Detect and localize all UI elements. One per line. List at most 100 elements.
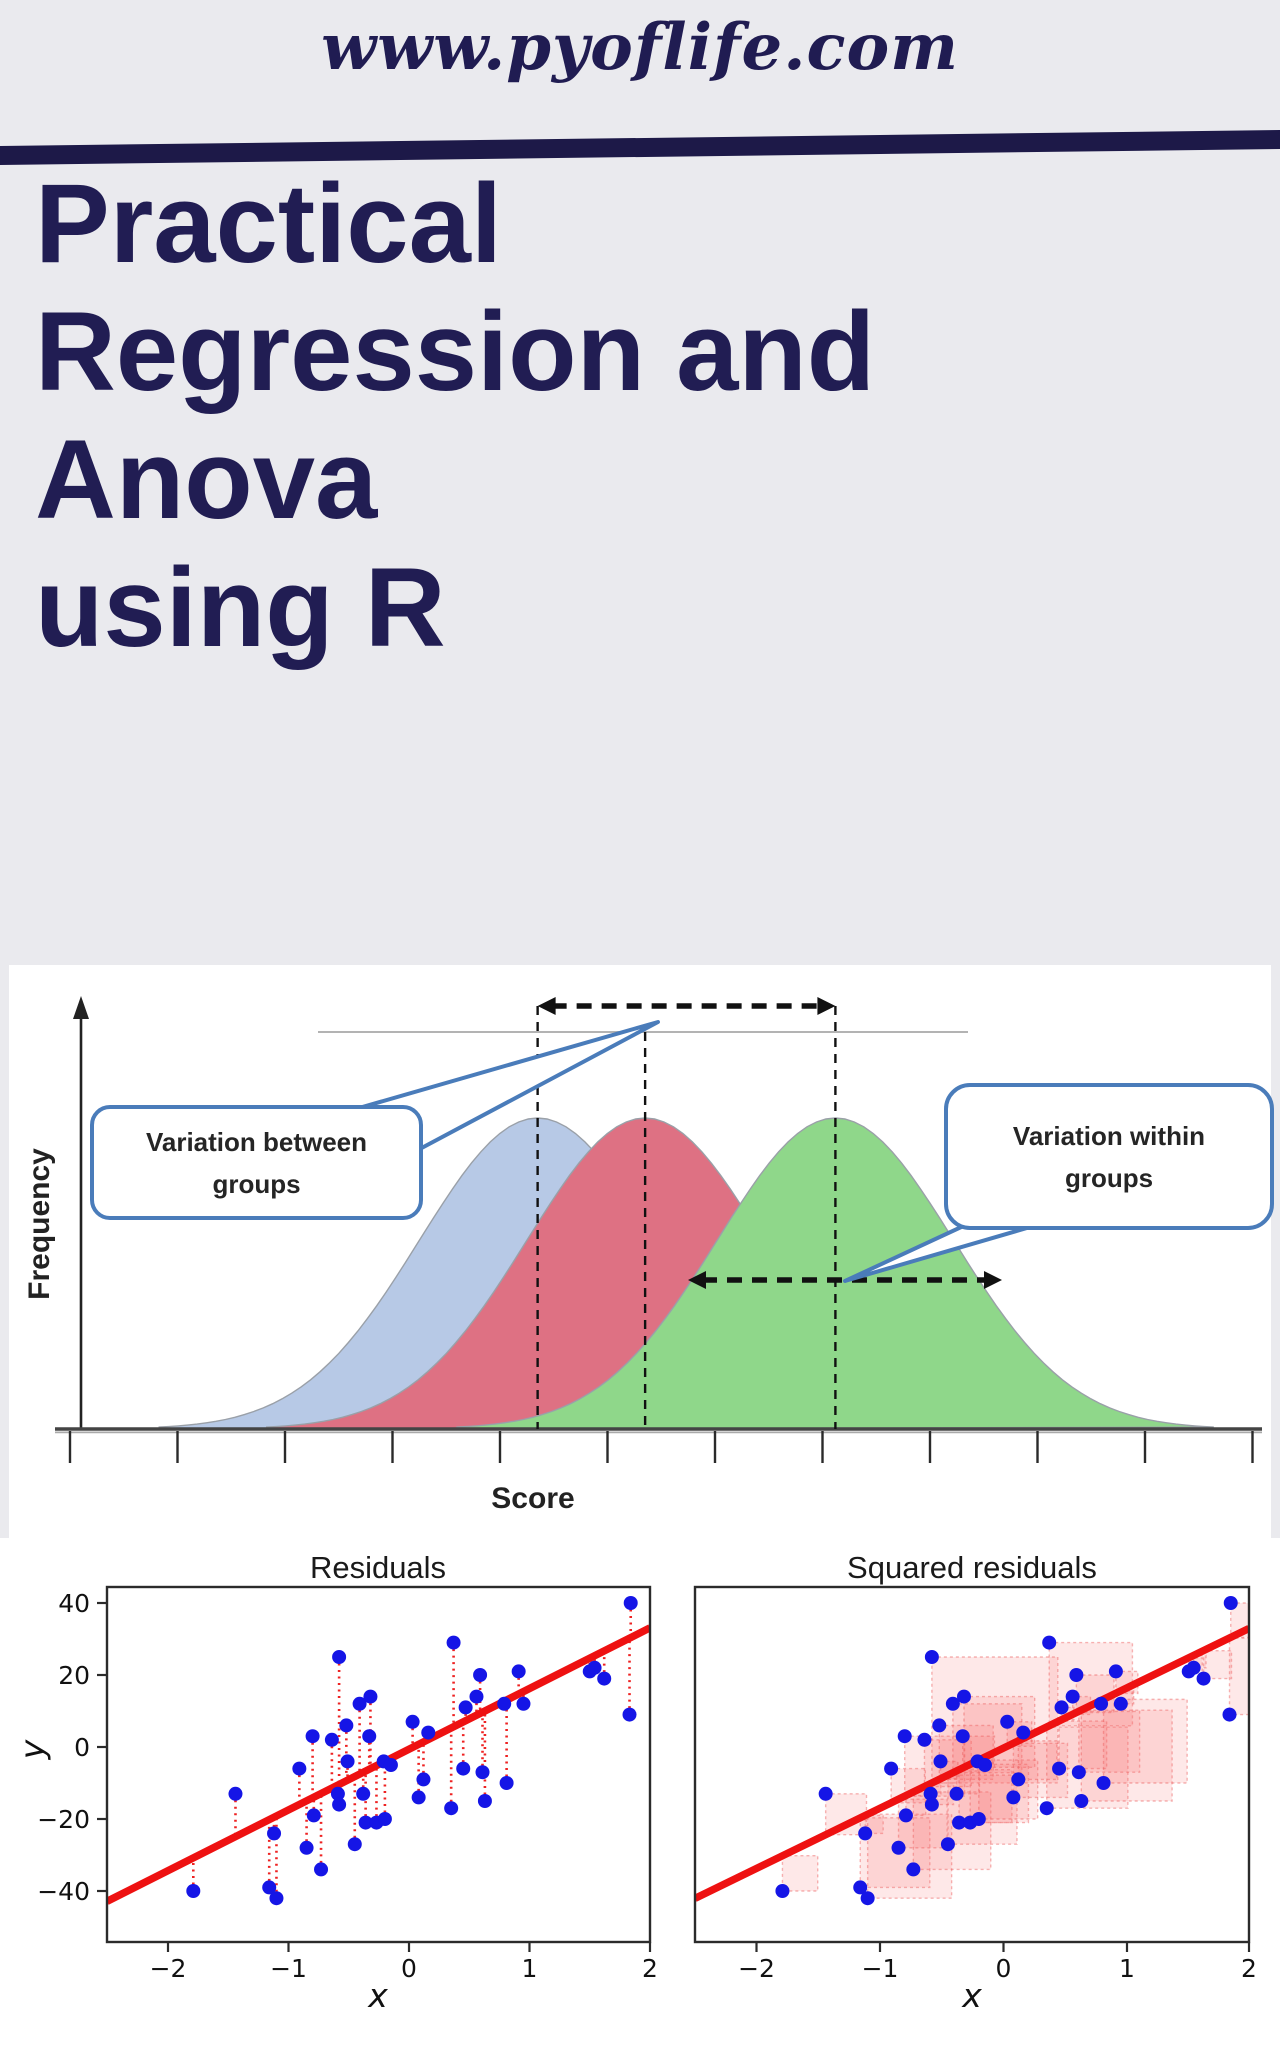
scatter-point xyxy=(1000,1714,1015,1729)
scatter-point xyxy=(444,1801,459,1816)
y-tick-label: −40 xyxy=(37,1877,90,1906)
scatter-point xyxy=(1096,1776,1111,1790)
residuals-plot-frame xyxy=(105,1585,652,1944)
residuals-plot-title: Residuals xyxy=(309,1550,447,1585)
scatter-point xyxy=(299,1840,314,1855)
scatter-point xyxy=(923,1786,938,1801)
scatter-point xyxy=(1196,1671,1211,1686)
residuals-y-axis-label: y xyxy=(12,1739,52,1760)
squared-residuals-x-axis-label: x xyxy=(962,1976,982,2015)
scatter-point xyxy=(1223,1596,1238,1610)
scatter-point xyxy=(267,1826,282,1841)
scatter-point xyxy=(269,1891,284,1906)
scatter-point xyxy=(305,1729,320,1744)
scatter-point xyxy=(1006,1790,1021,1805)
scatter-point xyxy=(475,1765,490,1780)
scatter-point xyxy=(186,1884,201,1898)
scatter-point xyxy=(339,1718,354,1733)
scatter-point xyxy=(446,1635,461,1650)
scatter-point xyxy=(1011,1772,1026,1787)
scatter-point xyxy=(377,1812,392,1826)
scatter-point xyxy=(497,1696,512,1711)
x-tick-label: 2 xyxy=(1241,1954,1257,1983)
x-tick-label: 0 xyxy=(401,1954,417,1983)
callout-variation-between-groups: Variation between groups xyxy=(90,1105,423,1220)
scatter-point xyxy=(1069,1668,1084,1682)
scatter-point xyxy=(1186,1660,1201,1675)
squared-residual-box xyxy=(781,1854,819,1892)
scatter-point xyxy=(955,1729,970,1744)
scatter-point xyxy=(330,1786,345,1801)
scatter-point xyxy=(1039,1801,1054,1816)
squared-residual-box xyxy=(1017,1740,1058,1781)
scatter-point xyxy=(1108,1664,1123,1679)
x-tick-label: 0 xyxy=(996,1954,1012,1983)
scatter-point xyxy=(971,1812,986,1826)
within-groups-arrow-left-arrowhead-icon xyxy=(688,1271,706,1289)
anova-x-axis-label: Score xyxy=(491,1482,575,1515)
scatter-point xyxy=(458,1700,473,1715)
squared-residual-box xyxy=(905,1794,927,1817)
y-tick-label: 0 xyxy=(74,1733,90,1762)
y-tick-label: 40 xyxy=(58,1589,90,1618)
scatter-point xyxy=(891,1840,906,1855)
squared-residual-box xyxy=(958,1769,1013,1824)
scatter-point xyxy=(932,1718,947,1733)
scatter-point xyxy=(292,1761,307,1776)
scatter-point xyxy=(411,1790,426,1805)
anova-figure-canvas xyxy=(55,996,1262,1463)
scatter-point xyxy=(860,1891,875,1906)
callout-text: groups xyxy=(1064,1162,1154,1193)
residuals-plot-area xyxy=(107,1596,650,1906)
scatter-point xyxy=(1071,1765,1086,1780)
scatter-point xyxy=(1016,1725,1031,1740)
scatter-point xyxy=(416,1772,431,1787)
scatter-plots-canvas: −2 −1 0 1 2 40 20 0 −20 −40 −2 −1 0 1 2 xyxy=(37,1585,1257,1983)
left-margin-strip xyxy=(0,965,9,1538)
scatter-point xyxy=(405,1714,420,1729)
title-line-2: Regression and xyxy=(35,289,876,414)
anova-y-axis-label: Frequency xyxy=(23,1148,56,1300)
scatter-point xyxy=(347,1837,362,1852)
scatter-point xyxy=(516,1696,531,1711)
title-line-1: Practical xyxy=(35,161,502,286)
scatter-point xyxy=(511,1664,526,1679)
scatter-point xyxy=(897,1729,912,1744)
scatter-point xyxy=(775,1884,790,1898)
callout-text: Variation within xyxy=(1012,1120,1206,1151)
scatter-point xyxy=(945,1696,960,1711)
scatter-point xyxy=(228,1786,243,1801)
scatter-point xyxy=(587,1660,602,1675)
scatter-point xyxy=(306,1808,321,1823)
x-tick-label: 1 xyxy=(1119,1954,1135,1983)
callout-variation-within-groups: Variation within groups xyxy=(944,1083,1274,1230)
scatter-point xyxy=(623,1596,638,1610)
anova-distributions-figure: Variation between groups Variation withi… xyxy=(0,965,1280,1540)
scatter-point xyxy=(884,1761,899,1776)
right-margin-strip xyxy=(1271,965,1280,1538)
residuals-x-axis-label: x xyxy=(368,1976,388,2015)
divider-bar xyxy=(0,130,1280,165)
scatter-point xyxy=(332,1797,347,1812)
squared-residual-box xyxy=(931,1656,1059,1784)
between-groups-arrow-left-arrowhead-icon xyxy=(537,997,556,1015)
squared-plot-area xyxy=(695,1596,1249,1906)
y-tick-label: 20 xyxy=(58,1661,90,1690)
regression-plots-section: −2 −1 0 1 2 40 20 0 −20 −40 −2 −1 0 1 2 Residuals Squa… xyxy=(0,1540,1280,2048)
callout-text: Variation between xyxy=(145,1126,368,1157)
y-tick-label: −20 xyxy=(37,1805,90,1834)
scatter-point xyxy=(314,1862,329,1877)
scatter-point xyxy=(469,1689,484,1704)
scatter-point xyxy=(597,1671,612,1686)
x-tick-label: −1 xyxy=(270,1954,307,1983)
scatter-point xyxy=(340,1754,355,1769)
scatter-point xyxy=(956,1689,971,1704)
scatter-point xyxy=(477,1794,492,1808)
title-line-4: using R xyxy=(35,545,446,670)
scatter-point xyxy=(356,1786,371,1801)
scatter-point xyxy=(1094,1696,1109,1711)
scatter-point xyxy=(1222,1707,1237,1722)
scatter-point xyxy=(1065,1689,1080,1704)
scatter-point xyxy=(332,1650,347,1664)
